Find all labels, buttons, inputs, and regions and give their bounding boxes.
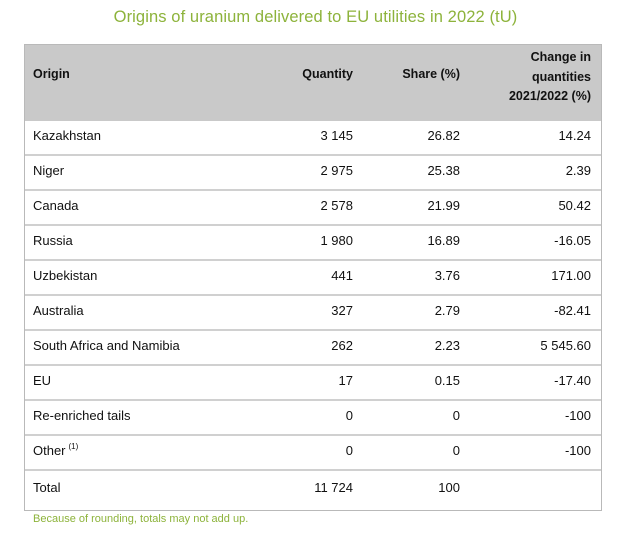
cell-change: -100 xyxy=(564,408,591,423)
row-divider xyxy=(25,399,601,401)
cell-origin: Canada xyxy=(33,198,79,213)
table-row: Kazakhstan 3 145 26.82 14.24 xyxy=(25,121,601,156)
row-divider xyxy=(25,364,601,366)
row-divider xyxy=(25,154,601,156)
row-divider xyxy=(25,329,601,331)
origin-label: Other xyxy=(33,443,66,458)
cell-change: 50.42 xyxy=(558,198,591,213)
table-row: EU 17 0.15 -17.40 xyxy=(25,366,601,401)
cell-share: 0 xyxy=(452,408,460,423)
cell-origin: Russia xyxy=(33,233,73,248)
row-divider xyxy=(25,259,601,261)
origin-label: Uzbekistan xyxy=(33,268,98,283)
cell-change: 171.00 xyxy=(551,268,591,283)
row-divider xyxy=(25,434,601,436)
cell-quantity: 2 578 xyxy=(320,198,353,213)
cell-change: 14.24 xyxy=(558,128,591,143)
total-quantity: 11 724 xyxy=(314,480,353,495)
cell-share: 2.79 xyxy=(434,303,460,318)
row-divider xyxy=(25,224,601,226)
total-label: Total xyxy=(33,480,61,495)
table-row: Re-enriched tails 0 0 -100 xyxy=(25,401,601,436)
table-row: Niger 2 975 25.38 2.39 xyxy=(25,156,601,191)
cell-share: 25.38 xyxy=(427,163,460,178)
cell-origin: Australia xyxy=(33,303,84,318)
cell-quantity: 1 980 xyxy=(320,233,353,248)
cell-change: -82.41 xyxy=(554,303,591,318)
origin-label: Australia xyxy=(33,303,84,318)
cell-quantity: 0 xyxy=(345,443,353,458)
table-title: Origins of uranium delivered to EU utili… xyxy=(113,8,518,26)
origin-label: South Africa and Namibia xyxy=(33,338,180,353)
origin-label: Niger xyxy=(33,163,65,178)
cell-change: 5 545.60 xyxy=(540,338,591,353)
cell-quantity: 327 xyxy=(331,303,353,318)
origin-label: Canada xyxy=(33,198,79,213)
header-quantity: Quantity xyxy=(302,67,353,81)
cell-origin: Kazakhstan xyxy=(33,128,101,143)
cell-share: 0 xyxy=(452,443,460,458)
table-header: Origin Quantity Share (%) Change in quan… xyxy=(25,45,601,121)
origin-label: EU xyxy=(33,373,52,388)
footnote-marker: (1) xyxy=(68,442,79,451)
total-share: 100 xyxy=(438,480,460,495)
cell-origin: South Africa and Namibia xyxy=(33,338,180,353)
table-row: Canada 2 578 21.99 50.42 xyxy=(25,191,601,226)
cell-share: 3.76 xyxy=(434,268,460,283)
table-row: South Africa and Namibia 262 2.23 5 545.60 xyxy=(25,331,601,366)
cell-quantity: 2 975 xyxy=(320,163,353,178)
table-row: Australia 327 2.79 -82.41 xyxy=(25,296,601,331)
uranium-origins-table: Origin Quantity Share (%) Change in quan… xyxy=(24,44,602,511)
cell-share: 21.99 xyxy=(427,198,460,213)
table-row: Uzbekistan 441 3.76 171.00 xyxy=(25,261,601,296)
cell-change: -16.05 xyxy=(554,233,591,248)
row-divider xyxy=(25,294,601,296)
table-row: Russia 1 980 16.89 -16.05 xyxy=(25,226,601,261)
cell-change: -17.40 xyxy=(554,373,591,388)
origin-label: Re-enriched tails xyxy=(33,408,131,423)
origin-label: Kazakhstan xyxy=(33,128,101,143)
cell-share: 16.89 xyxy=(427,233,460,248)
cell-share: 0.15 xyxy=(434,373,460,388)
cell-quantity: 441 xyxy=(331,268,353,283)
cell-quantity: 0 xyxy=(345,408,353,423)
header-origin: Origin xyxy=(33,67,70,81)
footnote: Because of rounding, totals may not add … xyxy=(33,513,249,525)
cell-share: 2.23 xyxy=(434,338,460,353)
cell-change: 2.39 xyxy=(565,163,591,178)
cell-origin: Niger xyxy=(33,163,64,178)
cell-change: -100 xyxy=(564,443,591,458)
cell-origin: Uzbekistan xyxy=(33,268,97,283)
cell-origin: Re-enriched tails xyxy=(33,408,131,423)
origin-label: Russia xyxy=(33,233,73,248)
header-change: Change in quantities 2021/2022 (%) xyxy=(508,50,591,103)
cell-quantity: 17 xyxy=(338,373,353,388)
cell-share: 26.82 xyxy=(427,128,460,143)
table-row: Other (1) 0 0 -100 xyxy=(25,436,601,471)
total-row: Total 11 724 100 xyxy=(25,471,601,510)
row-divider xyxy=(25,189,601,191)
row-divider xyxy=(25,469,601,471)
cell-quantity: 3 145 xyxy=(320,128,353,143)
cell-quantity: 262 xyxy=(331,338,353,353)
cell-origin: Other (1) xyxy=(33,442,79,458)
header-share: Share (%) xyxy=(402,67,460,81)
cell-origin: EU xyxy=(33,373,51,388)
